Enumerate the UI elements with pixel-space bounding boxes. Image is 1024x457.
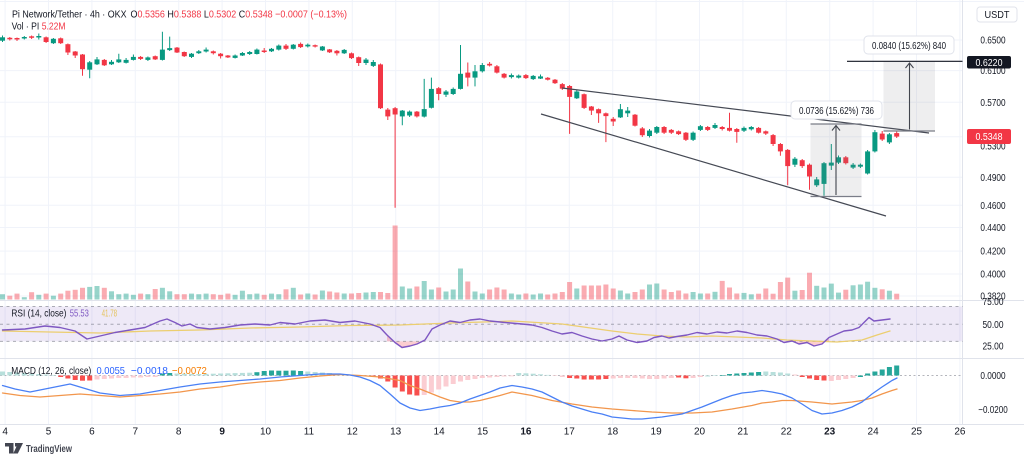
svg-text:0.6500: 0.6500: [980, 36, 1006, 47]
svg-text:50.00: 50.00: [983, 320, 1004, 331]
svg-text:USDT: USDT: [985, 10, 1010, 21]
svg-text:0.4200: 0.4200: [980, 247, 1006, 258]
svg-text:0.0736 (15.62%) 736: 0.0736 (15.62%) 736: [799, 105, 874, 117]
svg-text:24: 24: [868, 427, 880, 438]
svg-text:10: 10: [260, 427, 272, 438]
svg-text:0.0000: 0.0000: [980, 371, 1006, 382]
svg-text:8: 8: [176, 427, 182, 438]
svg-text:25: 25: [911, 427, 923, 438]
svg-text:18: 18: [607, 427, 619, 438]
svg-text:0.6100: 0.6100: [980, 66, 1006, 77]
svg-text:20: 20: [694, 427, 706, 438]
svg-text:13: 13: [390, 427, 402, 438]
svg-text:9: 9: [219, 427, 225, 438]
svg-text:4: 4: [2, 427, 8, 438]
svg-text:TradingView: TradingView: [26, 444, 72, 455]
svg-text:0.4400: 0.4400: [980, 223, 1006, 234]
svg-text:19: 19: [651, 427, 663, 438]
svg-text:41.78: 41.78: [102, 308, 118, 320]
svg-text:0.4900: 0.4900: [980, 173, 1006, 184]
svg-text:0.3820: 0.3820: [980, 292, 1006, 303]
svg-text:0.0055: 0.0055: [97, 365, 126, 377]
svg-text:0.4000: 0.4000: [980, 270, 1006, 281]
svg-text:6: 6: [89, 427, 95, 438]
svg-text:5: 5: [46, 427, 52, 438]
svg-text:26: 26: [954, 427, 966, 438]
svg-text:7: 7: [133, 427, 139, 438]
svg-text:55.53: 55.53: [70, 308, 89, 320]
svg-text:12: 12: [347, 427, 359, 438]
svg-text:22: 22: [781, 427, 793, 438]
svg-text:0.5348: 0.5348: [976, 132, 1003, 143]
svg-text:Vol · PI 5.22M: Vol · PI 5.22M: [12, 21, 66, 33]
svg-text:0.6220: 0.6220: [976, 58, 1003, 69]
svg-text:17: 17: [564, 427, 576, 438]
svg-text:75.00: 75.00: [983, 297, 1004, 308]
svg-text:15: 15: [477, 427, 489, 438]
svg-text:23: 23: [824, 427, 836, 438]
svg-text:11: 11: [304, 427, 315, 438]
svg-text:0.5300: 0.5300: [980, 142, 1006, 153]
svg-text:21: 21: [737, 427, 749, 438]
svg-text:−0.0200: −0.0200: [978, 405, 1008, 416]
svg-text:25.00: 25.00: [983, 342, 1004, 353]
svg-text:−0.0018: −0.0018: [131, 365, 168, 377]
svg-text:MACD (12, 26, close): MACD (12, 26, close): [11, 365, 91, 377]
svg-text:Pi Network/Tether · 4h · OKX: Pi Network/Tether · 4h · OKX: [12, 9, 127, 21]
svg-text:−0.0072: −0.0072: [172, 365, 207, 377]
svg-text:O0.5356 H0.5388 L0.5302 C0.534: O0.5356 H0.5388 L0.5302 C0.5348 −0.0007 …: [131, 9, 348, 21]
svg-text:0.4600: 0.4600: [980, 201, 1006, 212]
svg-text:14: 14: [434, 427, 446, 438]
svg-text:0.0840 (15.62%) 840: 0.0840 (15.62%) 840: [872, 40, 946, 52]
svg-text:RSI (14, close): RSI (14, close): [11, 308, 66, 320]
svg-text:0.5700: 0.5700: [980, 98, 1006, 109]
svg-text:16: 16: [520, 427, 532, 438]
